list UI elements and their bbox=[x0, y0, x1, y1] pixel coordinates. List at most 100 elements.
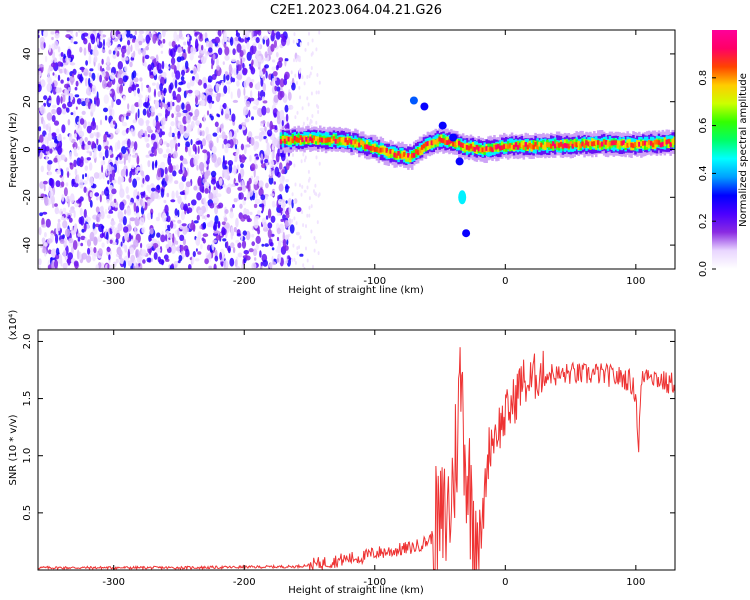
noise-cell bbox=[309, 121, 311, 126]
noise-cell bbox=[183, 161, 188, 165]
signal-cell bbox=[489, 146, 492, 152]
noise-cell bbox=[240, 232, 243, 242]
noise-cell bbox=[109, 90, 112, 94]
noise-cell bbox=[213, 221, 218, 231]
noise-cell bbox=[97, 144, 102, 152]
noise-cell bbox=[167, 224, 171, 229]
noise-cell bbox=[54, 32, 60, 39]
noise-cell bbox=[145, 121, 149, 127]
noise-cell bbox=[160, 50, 164, 54]
noise-cell bbox=[72, 73, 75, 78]
noise-cell bbox=[250, 79, 255, 83]
noise-cell bbox=[265, 182, 269, 189]
noise-cell bbox=[227, 160, 234, 166]
noise-cell bbox=[52, 72, 55, 76]
noise-cell bbox=[124, 244, 128, 253]
signal-cell bbox=[597, 140, 600, 145]
noise-cell bbox=[262, 76, 266, 81]
noise-cell bbox=[57, 61, 63, 67]
signal-cell bbox=[365, 140, 369, 149]
noise-cell bbox=[56, 133, 62, 142]
noise-cell bbox=[145, 154, 150, 158]
noise-cell bbox=[234, 144, 238, 150]
signal-cell bbox=[593, 141, 596, 146]
noise-cell bbox=[181, 112, 187, 117]
noise-cell bbox=[240, 58, 243, 68]
noise-cell bbox=[47, 67, 51, 78]
noise-cell bbox=[46, 83, 52, 93]
signal-cell bbox=[663, 141, 667, 147]
signal-cell bbox=[387, 151, 390, 156]
noise-cell bbox=[242, 62, 245, 69]
noise-cell bbox=[200, 50, 206, 54]
noise-cell bbox=[231, 113, 236, 122]
signal-cell bbox=[634, 142, 637, 147]
signal-cell bbox=[411, 153, 414, 158]
signal-cell bbox=[442, 138, 445, 144]
noise-cell bbox=[52, 51, 56, 60]
noise-cell bbox=[177, 87, 182, 93]
noise-cell bbox=[127, 45, 131, 55]
snr-series-line bbox=[38, 347, 675, 570]
noise-cell bbox=[272, 71, 278, 77]
noise-cell bbox=[197, 175, 202, 185]
noise-cell bbox=[265, 148, 271, 156]
noise-cell bbox=[215, 193, 222, 198]
noise-cell bbox=[135, 249, 140, 258]
noise-cell bbox=[41, 237, 46, 244]
noise-cell bbox=[237, 186, 243, 191]
noise-cell bbox=[117, 178, 122, 185]
noise-cell bbox=[176, 56, 182, 63]
noise-cell bbox=[155, 159, 158, 167]
noise-cell bbox=[306, 258, 309, 263]
signal-cell bbox=[573, 141, 576, 147]
noise-cell bbox=[45, 155, 49, 161]
noise-cell bbox=[64, 68, 67, 75]
noise-cell bbox=[241, 263, 245, 269]
noise-cell bbox=[100, 33, 104, 40]
noise-cell bbox=[53, 259, 59, 269]
signal-cell bbox=[512, 144, 516, 150]
noise-cell bbox=[183, 203, 188, 212]
signal-cell bbox=[356, 141, 359, 147]
noise-cell bbox=[84, 144, 90, 150]
noise-cell bbox=[50, 31, 55, 35]
noise-cell bbox=[44, 55, 48, 63]
noise-cell bbox=[258, 132, 263, 142]
noise-cell bbox=[60, 96, 63, 104]
noise-cell bbox=[281, 120, 284, 127]
signal-cell bbox=[624, 143, 627, 148]
signal-cell bbox=[399, 153, 402, 159]
noise-cell bbox=[119, 188, 125, 199]
signal-cell bbox=[479, 147, 482, 153]
noise-cell bbox=[44, 196, 49, 206]
noise-cell bbox=[64, 228, 71, 237]
noise-cell bbox=[240, 163, 244, 169]
noise-cell bbox=[60, 259, 63, 267]
noise-cell bbox=[105, 77, 109, 82]
noise-cell bbox=[185, 60, 189, 70]
noise-cell bbox=[253, 219, 259, 229]
noise-cell bbox=[121, 129, 127, 136]
noise-cell bbox=[184, 146, 188, 153]
noise-cell bbox=[121, 116, 124, 123]
noise-cell bbox=[40, 144, 47, 154]
noise-cell bbox=[108, 132, 114, 140]
noise-cell bbox=[101, 242, 105, 248]
noise-cell bbox=[160, 101, 163, 110]
noise-cell bbox=[73, 133, 78, 139]
signal-cell bbox=[508, 143, 512, 148]
signal-cell bbox=[553, 143, 557, 149]
noise-cell bbox=[215, 58, 219, 66]
noise-cell bbox=[308, 205, 311, 210]
signal-cell bbox=[287, 136, 291, 142]
signal-cell bbox=[600, 141, 604, 147]
noise-cell bbox=[254, 135, 260, 139]
noise-cell bbox=[196, 164, 199, 171]
noise-cell bbox=[214, 121, 219, 128]
noise-cell bbox=[137, 87, 140, 94]
noise-cell bbox=[307, 178, 310, 183]
signal-cell bbox=[348, 138, 351, 143]
noise-cell bbox=[223, 138, 228, 145]
noise-cell bbox=[224, 46, 230, 56]
